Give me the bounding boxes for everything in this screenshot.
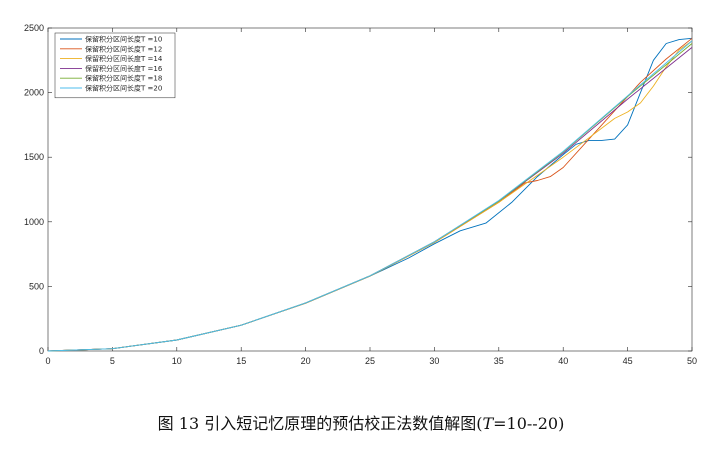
x-tick-label: 15: [236, 356, 246, 366]
x-tick-label: 0: [45, 356, 50, 366]
caption-t-symbol: T: [482, 414, 494, 433]
caption-prefix: 图 13 引入短记忆原理的预估校正法数值解图(: [157, 414, 483, 433]
legend-label: 保留积分区间长度T =14: [85, 54, 163, 63]
y-tick-label: 500: [29, 281, 44, 291]
x-tick-label: 40: [558, 356, 568, 366]
legend-label: 保留积分区间长度T =18: [85, 74, 162, 83]
x-tick-label: 35: [494, 356, 504, 366]
y-tick-label: 2500: [24, 23, 44, 33]
x-tick-label: 10: [172, 356, 182, 366]
x-tick-label: 45: [623, 356, 633, 366]
y-tick-label: 1500: [24, 152, 44, 162]
series-lines: [47, 37, 693, 352]
y-tick-label: 2000: [24, 88, 44, 98]
line-chart: 0 5 10 15 20 25 30 35 40 45 5005001000150020002500…: [24, 23, 697, 366]
x-tick-label: 5: [110, 356, 115, 366]
x-tick-label: 25: [365, 356, 375, 366]
x-tick-label: 20: [301, 356, 311, 366]
legend-box: [54, 32, 176, 99]
legend-label: 保留积分区间长度T =10: [85, 35, 162, 44]
series-line-6: [47, 40, 693, 352]
figure-caption: 图 13 引入短记忆原理的预估校正法数值解图(T=10--20): [0, 410, 722, 434]
y-tick-label: 1000: [24, 217, 44, 227]
x-tick-label: 30: [429, 356, 439, 366]
legend-label: 保留积分区间长度T =12: [85, 44, 162, 53]
x-tick-label: 50: [687, 356, 697, 366]
caption-suffix: =10--20): [493, 414, 565, 433]
legend-label: 保留积分区间长度T =16: [85, 64, 163, 73]
y-tick-label: 0: [39, 346, 44, 356]
legend-label: 保留积分区间长度T =20: [85, 84, 162, 93]
